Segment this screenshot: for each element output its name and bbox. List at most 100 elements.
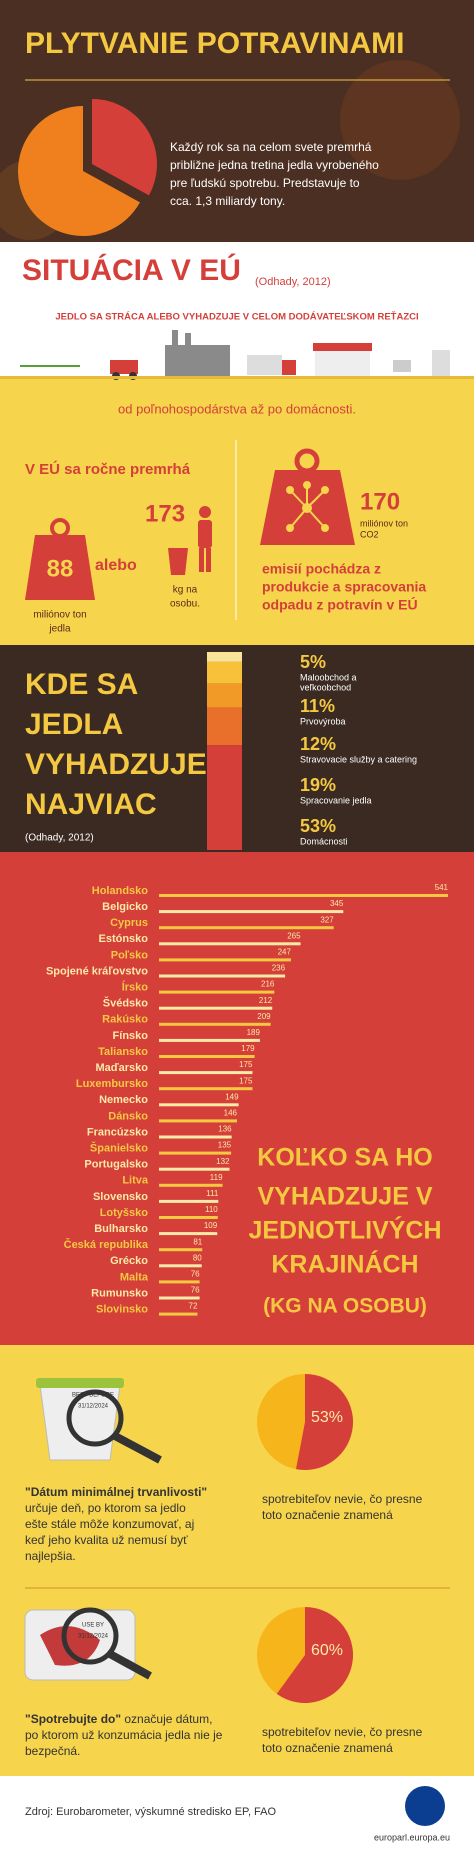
section-title: JEDNOTLIVÝCH xyxy=(248,1215,441,1245)
country-label: Česká republika xyxy=(64,1238,149,1251)
intro-text: pre ľudskú spotrebu. Predstavuje to xyxy=(170,176,360,190)
co2-text: odpadu z potravín v EÚ xyxy=(262,596,418,613)
bar xyxy=(159,1055,255,1058)
label-text: bezpečná. xyxy=(25,1744,80,1758)
stat-text: spotrebiteľov nevie, čo presne xyxy=(262,1492,423,1506)
section-title: KOĽKO SA HO xyxy=(257,1144,432,1172)
bar-value: 265 xyxy=(287,931,301,940)
country-label: Lotyšsko xyxy=(100,1207,149,1219)
unit-text: CO2 xyxy=(360,529,379,539)
bar-value: 216 xyxy=(261,980,275,989)
intro-text: približne jedna tretina jedla vyrobeného xyxy=(170,158,379,172)
country-label: Belgicko xyxy=(102,901,148,913)
pie-slice xyxy=(18,106,140,237)
stat-text: spotrebiteľov nevie, čo presne xyxy=(262,1725,423,1739)
bar-value: 110 xyxy=(205,1205,218,1214)
section-title: JEDLA xyxy=(25,708,123,741)
segment-name: veľkoobchod xyxy=(300,682,351,692)
section-title: KDE SA xyxy=(25,668,138,701)
unit-text: jedla xyxy=(48,624,71,635)
ep-logo xyxy=(405,1786,445,1826)
country-label: Rakúsko xyxy=(102,1014,148,1026)
label-text: určuje deň, po ktorom sa jedlo xyxy=(25,1501,186,1515)
bar xyxy=(159,1312,198,1316)
bar xyxy=(159,1087,253,1091)
segment-value: 12% xyxy=(300,734,336,754)
bar-value: 541 xyxy=(435,883,449,892)
bar xyxy=(159,1248,203,1252)
annual-text: V EÚ sa ročne premrhá xyxy=(25,460,191,478)
tons-value: 88 xyxy=(47,555,74,582)
badge-text: USE BY xyxy=(82,1623,104,1629)
chain-text: od poľnohospodárstva až po domácnosti. xyxy=(118,401,356,416)
section-title: NAJVIAC xyxy=(25,788,157,821)
bar xyxy=(159,1280,200,1284)
bar-segment xyxy=(207,707,242,746)
bar-value: 136 xyxy=(218,1125,232,1134)
unit-text: miliónov ton xyxy=(360,518,408,528)
segment-name: Maloobchod a xyxy=(300,672,357,682)
label-text: po ktorom už konzumácia jedla nie je xyxy=(25,1728,223,1742)
country-label: Malta xyxy=(120,1271,149,1283)
person-icon xyxy=(168,506,212,575)
pie-slice xyxy=(92,99,158,196)
bar-value: 72 xyxy=(189,1302,198,1311)
bar xyxy=(159,974,286,978)
segment-name: Spracovanie jedla xyxy=(300,795,372,805)
bar-value: 135 xyxy=(218,1141,232,1150)
eu-bg xyxy=(0,242,474,378)
segment-name: Prvovýroba xyxy=(300,716,346,726)
stats-bg xyxy=(0,378,474,645)
country-label: Grécko xyxy=(110,1255,148,1267)
bar xyxy=(159,1264,202,1268)
magnifier xyxy=(108,1650,152,1680)
pie-slice xyxy=(296,1374,353,1470)
bar-segment xyxy=(207,683,242,708)
unit-text: kg na xyxy=(173,585,198,596)
bar xyxy=(159,910,344,914)
meat-icon xyxy=(40,1626,100,1666)
stat-text: toto označenie znamená xyxy=(262,1508,393,1522)
label-text: najlepšia. xyxy=(25,1549,76,1563)
bar xyxy=(159,1232,218,1236)
segment-value: 19% xyxy=(300,775,336,795)
bar xyxy=(159,1119,237,1123)
bar xyxy=(159,926,334,930)
country-label: Litva xyxy=(122,1175,149,1187)
bar-value: 179 xyxy=(241,1044,255,1053)
or-text: alebo xyxy=(95,557,137,574)
per-person-value: 173 xyxy=(145,500,185,527)
label-heading: "Dátum minimálnej trvanlivosti" xyxy=(25,1485,207,1499)
label-text: keď jeho kvalita už nemusí byť xyxy=(25,1533,188,1547)
photo-texture xyxy=(340,60,460,180)
bar xyxy=(159,990,275,994)
bar xyxy=(159,1071,253,1075)
country-label: Portugalsko xyxy=(84,1159,148,1171)
bar-value: 132 xyxy=(216,1157,230,1166)
bar-value: 81 xyxy=(193,1237,202,1246)
bar-value: 345 xyxy=(330,899,344,908)
bar-segment xyxy=(207,652,242,662)
section-title: (KG NA OSOBU) xyxy=(263,1295,427,1318)
co2-value: 170 xyxy=(360,488,400,515)
country-label: Estónsko xyxy=(98,933,148,945)
bar-value: 76 xyxy=(191,1270,200,1279)
co2-text: emisií pochádza z xyxy=(262,561,381,577)
bar xyxy=(159,1296,200,1300)
country-label: Taliansko xyxy=(98,1046,148,1058)
bar-value: 149 xyxy=(225,1092,239,1101)
bar-value: 175 xyxy=(239,1060,253,1069)
site: europarl.europa.eu xyxy=(374,1832,450,1842)
bar xyxy=(159,1151,232,1155)
intro-text: Každý rok sa na celom svete premrhá xyxy=(170,140,372,154)
bar xyxy=(159,1199,219,1203)
bar-value: 212 xyxy=(259,996,273,1005)
bar xyxy=(159,942,301,946)
bar xyxy=(159,1216,218,1219)
bar-value: 119 xyxy=(210,1173,223,1182)
title: PLYTVANIE POTRAVINAMI xyxy=(25,27,404,60)
pie-label: 53% xyxy=(311,1409,343,1426)
section-title: KRAJINÁCH xyxy=(271,1250,418,1279)
bar xyxy=(159,1135,232,1139)
